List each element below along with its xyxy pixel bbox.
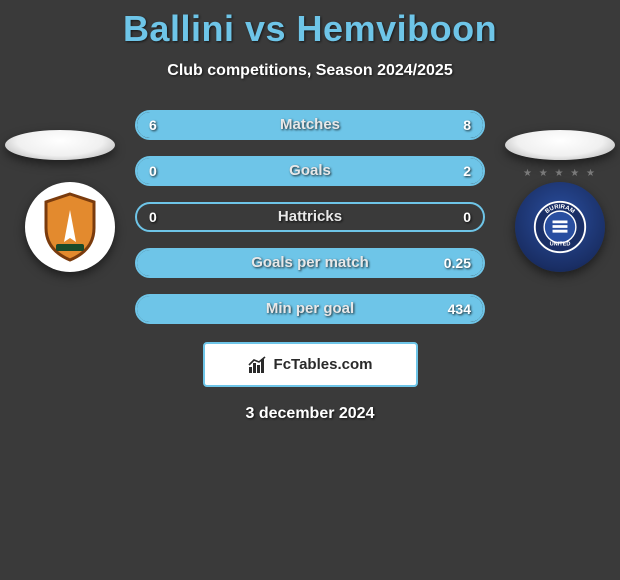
stat-bar: 0Hattricks0 — [135, 202, 485, 232]
stat-label: Matches — [137, 112, 483, 138]
player-a-disc — [5, 130, 115, 160]
player-b-name: Hemviboon — [297, 8, 498, 49]
stat-value-right: 0.25 — [444, 250, 471, 276]
bar-chart-icon — [248, 356, 268, 374]
comparison-panel: ★ ★ ★ ★ ★ BURIRAM UNITED 6Matches80Goals… — [0, 110, 620, 423]
team-a-crest — [25, 182, 115, 272]
stat-bar: 0Goals2 — [135, 156, 485, 186]
stat-label: Goals per match — [137, 250, 483, 276]
stat-value-right: 434 — [448, 296, 471, 322]
page-title: Ballini vs Hemviboon — [0, 0, 620, 50]
stat-bar: 6Matches8 — [135, 110, 485, 140]
stat-bar: Min per goal434 — [135, 294, 485, 324]
stat-bar-list: 6Matches80Goals20Hattricks0Goals per mat… — [135, 110, 485, 324]
stat-value-right: 8 — [463, 112, 471, 138]
stat-label: Min per goal — [137, 296, 483, 322]
player-a-name: Ballini — [123, 8, 235, 49]
player-b-disc — [505, 130, 615, 160]
stat-label: Goals — [137, 158, 483, 184]
shield-icon — [42, 192, 98, 262]
svg-text:UNITED: UNITED — [550, 242, 571, 248]
brand-badge: FcTables.com — [203, 342, 418, 387]
stat-bar: Goals per match0.25 — [135, 248, 485, 278]
stat-label: Hattricks — [137, 204, 483, 230]
team-b-crest: ★ ★ ★ ★ ★ BURIRAM UNITED — [515, 182, 605, 272]
brand-text: FcTables.com — [274, 356, 373, 373]
vs-separator: vs — [245, 8, 286, 49]
stat-value-right: 2 — [463, 158, 471, 184]
subtitle: Club competitions, Season 2024/2025 — [0, 62, 620, 80]
club-roundel-icon: BURIRAM UNITED — [532, 192, 588, 262]
stat-value-right: 0 — [463, 204, 471, 230]
star-icon: ★ ★ ★ ★ ★ — [515, 168, 605, 179]
date-label: 3 december 2024 — [0, 405, 620, 423]
